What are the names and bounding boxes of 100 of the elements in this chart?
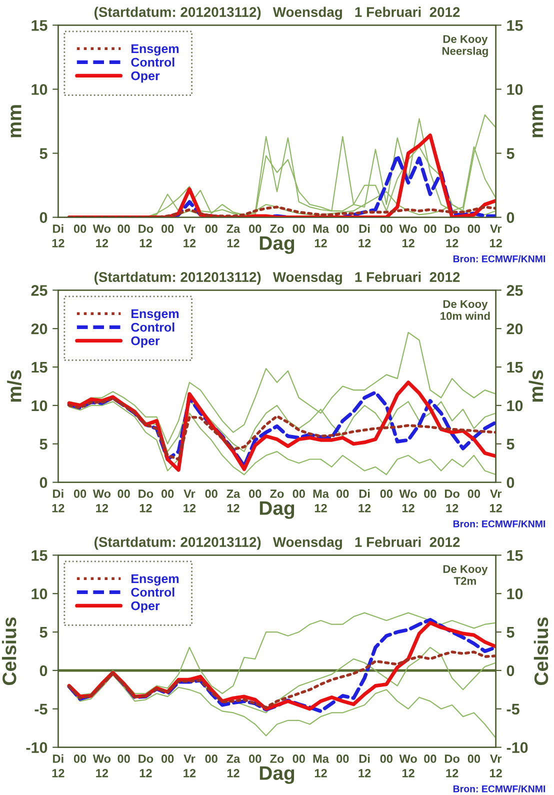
x-tick-label: 00 [161,224,174,233]
y2-tick-label: 0 [506,665,514,676]
x-tick-label: Wo 12 [399,754,417,778]
legend-label: Control [131,58,174,67]
text: Bron: ECMWF/KNMI [453,255,546,262]
x-tick-label: Di 12 [52,754,64,778]
y2-axis-title: Celsius [534,617,548,686]
chart-title: (Startdatum: 2012013112) Woensdag 1 Februari 2012 [94,6,460,20]
y2-tick-label: 10 [507,84,523,95]
x-tick-label: 00 [205,490,218,498]
x-tick-label: Do 12 [444,490,460,512]
x-tick-label: Do 12 [138,224,154,248]
legend-label: Control [131,322,174,332]
x-tick-label: 00 [74,490,86,498]
x-tick-label: 00 [468,490,480,498]
y-tick-label: 0 [40,477,48,488]
x-tick-label: 00 [292,754,305,763]
chart-title: (Startdatum: 2012013112) Woensdag 1 Februari 2012 [94,536,460,550]
y2-tick-label: 15 [507,362,523,373]
y2-tick-label: 20 [506,323,523,334]
x-tick-label: Do 12 [138,754,154,778]
x-tick-label: 00 [118,490,130,498]
x-tick-label: Di 12 [358,754,371,778]
x-tick-label: 00 [424,490,436,498]
x-tick-label: Ma 12 [313,490,330,512]
y2-tick-label: 0 [506,477,514,488]
x-tick-label: 00 [118,224,130,233]
y-tick-label: 25 [31,285,48,296]
y-axis-title: mm [10,105,22,138]
x-tick-label: 00 [249,754,262,763]
y-axis-title: Celsius [2,617,16,686]
x-tick-label: 00 [205,754,218,763]
x-tick-label: Wo 12 [399,224,417,248]
x-tick-label: Do 12 [444,224,460,248]
x-tick-label: Wo 12 [92,224,111,248]
y-tick-label: 10 [32,400,48,412]
y-tick-label: 5 [40,438,48,450]
x-tick-label: Do 12 [444,754,460,778]
x-tick-label: 00 [380,754,392,763]
x-tick-label: Vr 12 [184,490,196,512]
legend-label: Ensgem [132,309,179,321]
y2-tick-label: 25 [506,285,523,296]
x-tick-label: Vr 12 [490,224,502,248]
x-tick-label: Di 12 [52,224,64,248]
y2-tick-label: -5 [506,704,520,715]
x-tick-label: 00 [468,224,480,233]
y2-tick-label: 0 [506,212,514,223]
y2-tick-label: 10 [507,400,523,412]
legend-label: Ensgem [132,574,179,586]
x-tick-label: Di 12 [52,489,64,512]
y-tick-label: 20 [31,323,48,334]
text: Bron: ECMWF/KNMI [453,520,546,528]
x-tick-label: 00 [380,490,392,498]
legend-label: Control [131,588,174,597]
x-tick-label: 00 [161,754,174,763]
y-tick-label: 0 [40,665,48,676]
x-tick-label: Di 12 [358,224,371,248]
y-axis-title: m/s [7,370,22,402]
x-tick-label: 00 [74,754,86,763]
legend-label: Oper [131,601,160,613]
x-axis-title: Dag [260,766,294,784]
x-tick-label: Vr 12 [490,490,502,512]
y2-tick-label: -10 [506,742,528,753]
x-tick-label: 00 [424,754,436,763]
x-tick-label: 00 [336,490,349,498]
x-tick-label: 00 [424,224,436,233]
y-tick-label: 15 [32,550,48,561]
x-tick-label: 00 [292,490,305,498]
y-tick-label: -10 [26,742,48,753]
x-tick-label: 00 [468,754,480,763]
y2-tick-label: 5 [506,627,514,638]
x-tick-label: Ma 12 [313,224,330,248]
x-tick-label: Za 12 [226,754,240,778]
x-tick-label: 00 [380,224,392,233]
y-tick-label: 10 [32,588,48,600]
x-tick-label: Wo 12 [92,490,111,512]
y-tick-label: 5 [40,627,48,638]
x-tick-label: 00 [336,754,349,763]
y2-tick-label: 15 [507,550,523,561]
y-tick-label: 0 [40,212,48,223]
x-tick-label: 00 [161,490,174,498]
y-tick-label: -5 [34,704,48,715]
x-tick-label: 00 [249,224,262,233]
annotation: De Kooy 10m wind [440,300,490,320]
y-tick-label: 15 [32,20,48,31]
x-tick-label: 00 [249,490,262,498]
y2-tick-label: 10 [507,588,523,600]
annotation: De Kooy T2m [443,565,488,585]
x-tick-label: 00 [118,754,130,763]
y2-axis-title: mm [532,105,543,138]
chart-title: (Startdatum: 2012013112) Woensdag 1 Februari 2012 [94,272,460,285]
x-tick-label: Vr 12 [184,224,196,248]
x-tick-label: 00 [336,224,349,233]
y2-tick-label: 5 [506,148,514,159]
x-tick-label: Ma 12 [313,754,330,778]
legend-label: Oper [131,71,160,83]
y2-axis-title: m/s [528,370,544,402]
x-tick-label: Zo [270,754,284,763]
x-tick-label: Za 12 [226,490,240,512]
x-tick-label: Zo [270,224,284,233]
